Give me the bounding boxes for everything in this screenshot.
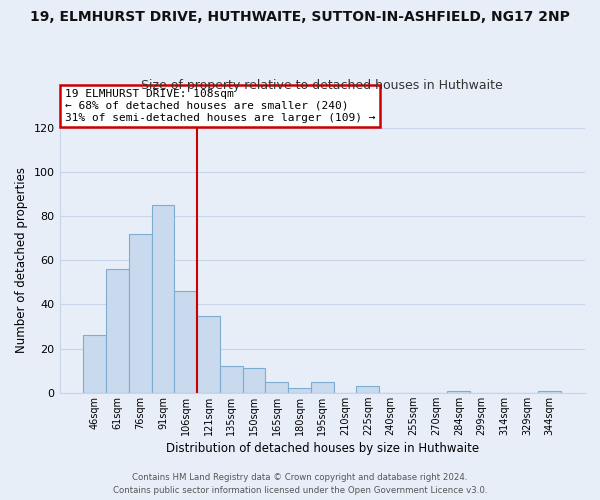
Bar <box>242 368 265 393</box>
Bar <box>220 366 242 393</box>
Bar <box>288 388 311 393</box>
Bar <box>129 234 152 393</box>
Bar <box>356 386 379 393</box>
Text: Contains HM Land Registry data © Crown copyright and database right 2024.
Contai: Contains HM Land Registry data © Crown c… <box>113 474 487 495</box>
Bar <box>152 205 175 393</box>
Bar <box>311 382 334 393</box>
Bar <box>106 269 129 393</box>
Title: Size of property relative to detached houses in Huthwaite: Size of property relative to detached ho… <box>142 79 503 92</box>
Bar <box>265 382 288 393</box>
Bar <box>448 390 470 393</box>
Text: 19 ELMHURST DRIVE: 108sqm
← 68% of detached houses are smaller (240)
31% of semi: 19 ELMHURST DRIVE: 108sqm ← 68% of detac… <box>65 90 375 122</box>
Text: 19, ELMHURST DRIVE, HUTHWAITE, SUTTON-IN-ASHFIELD, NG17 2NP: 19, ELMHURST DRIVE, HUTHWAITE, SUTTON-IN… <box>30 10 570 24</box>
Bar <box>538 390 561 393</box>
X-axis label: Distribution of detached houses by size in Huthwaite: Distribution of detached houses by size … <box>166 442 479 455</box>
Bar <box>197 316 220 393</box>
Bar <box>175 291 197 393</box>
Bar <box>83 336 106 393</box>
Y-axis label: Number of detached properties: Number of detached properties <box>15 168 28 354</box>
